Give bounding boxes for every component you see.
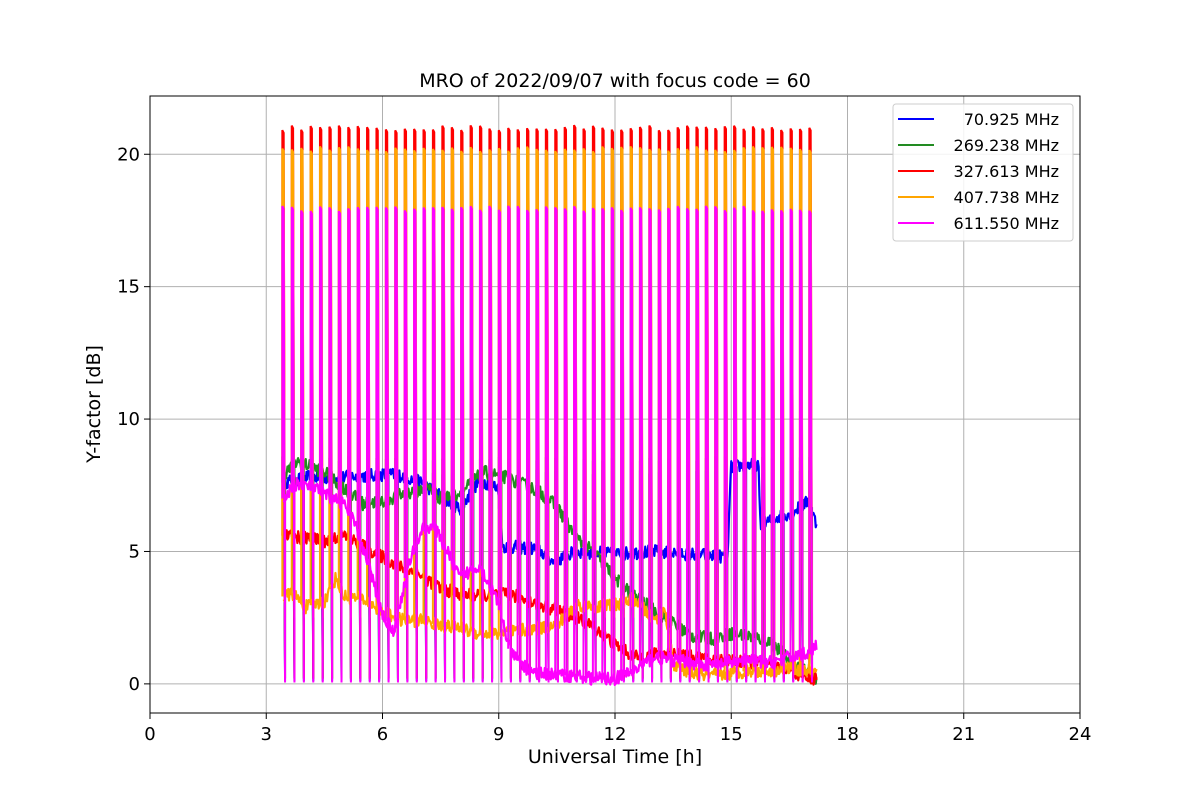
legend-label: 70.925 MHz xyxy=(964,110,1059,129)
pulse-mark xyxy=(535,208,541,683)
pulse-mark xyxy=(394,206,399,683)
pulse-mark xyxy=(413,208,418,683)
pulse-mark xyxy=(347,208,352,683)
y-tick-label: 20 xyxy=(117,144,140,165)
x-axis-ticks: 0 3 6 9 12 15 18 21 24 xyxy=(144,713,1091,745)
x-tick-label: 3 xyxy=(261,724,272,745)
pulse-mark xyxy=(798,209,804,683)
pulse-mark xyxy=(300,210,305,683)
pulse-mark xyxy=(629,207,635,683)
pulse-mark xyxy=(780,210,785,683)
chart-title: MRO of 2022/09/07 with focus code = 60 xyxy=(419,70,811,92)
pulse-mark xyxy=(723,209,729,683)
pulse-mark xyxy=(591,207,597,683)
x-tick-label: 9 xyxy=(493,724,504,745)
pulse-mark xyxy=(648,208,654,683)
pulse-mark xyxy=(620,209,625,683)
legend-label: 327.613 MHz xyxy=(954,162,1059,181)
pulse-mark xyxy=(356,206,362,683)
pulse-mark xyxy=(403,210,409,683)
pulse-mark xyxy=(610,207,616,683)
pulse-mark xyxy=(751,210,757,683)
pulse-mark xyxy=(281,205,287,683)
legend-box xyxy=(892,103,1074,242)
pulse-mark xyxy=(638,207,644,683)
pulse-mark xyxy=(582,210,588,683)
pulse-mark xyxy=(384,207,390,683)
pulse-mark xyxy=(469,205,475,683)
pulse-mark xyxy=(337,210,343,683)
pulse-mark xyxy=(563,208,569,683)
pulse-mark xyxy=(328,207,334,683)
pulse-mark xyxy=(526,209,531,683)
pulse-mark xyxy=(488,205,494,683)
y-axis-label: Y-factor [dB] xyxy=(83,345,105,464)
x-tick-label: 0 xyxy=(144,724,155,745)
x-tick-label: 12 xyxy=(604,724,627,745)
x-axis-label: Universal Time [h] xyxy=(528,746,702,768)
pulse-mark xyxy=(685,208,691,683)
legend-label: 407.738 MHz xyxy=(954,188,1059,207)
pulse-mark xyxy=(704,205,710,683)
series-layer xyxy=(281,124,818,687)
pulse-mark xyxy=(366,206,371,683)
pulse-mark xyxy=(601,208,607,683)
pulse-mark xyxy=(676,205,682,683)
pulse-mark xyxy=(441,206,447,683)
pulse-mark xyxy=(516,205,522,683)
y-tick-label: 15 xyxy=(117,277,140,298)
pulse-mark xyxy=(761,210,766,683)
y-tick-label: 5 xyxy=(129,541,140,562)
x-tick-label: 24 xyxy=(1069,724,1092,745)
pulse-mark xyxy=(309,210,315,683)
y-tick-label: 0 xyxy=(129,674,140,695)
pulse-mark xyxy=(733,207,738,683)
pulse-mark xyxy=(667,207,672,683)
y-axis-ticks: 0 5 10 15 20 xyxy=(117,144,150,695)
pulse-mark xyxy=(554,206,559,683)
pulse-mark xyxy=(742,205,748,683)
legend-item: 611.550 MHz xyxy=(898,214,1059,233)
pulse-mark xyxy=(431,207,437,683)
legend-label: 269.238 MHz xyxy=(954,136,1059,155)
pulse-mark xyxy=(497,209,503,683)
legend: 70.925 MHz 269.238 MHz 327.613 MHz 407.738 … xyxy=(892,103,1074,242)
calibration-pulses xyxy=(281,205,814,683)
pulse-mark xyxy=(770,209,776,683)
y-tick-label: 10 xyxy=(117,409,140,430)
pulse-mark xyxy=(460,206,465,683)
pulse-mark xyxy=(318,206,324,683)
pulse-mark xyxy=(695,208,701,683)
pulse-mark xyxy=(450,208,456,683)
legend-item: 327.613 MHz xyxy=(898,162,1059,181)
pulse-mark xyxy=(808,210,814,683)
x-tick-label: 21 xyxy=(952,724,975,745)
pulse-mark xyxy=(714,206,719,683)
pulse-mark xyxy=(375,206,381,683)
x-tick-label: 18 xyxy=(836,724,859,745)
pulse-mark xyxy=(422,207,428,683)
x-tick-label: 6 xyxy=(377,724,388,745)
pulse-mark xyxy=(657,209,663,683)
legend-item: 407.738 MHz xyxy=(898,188,1059,207)
pulse-mark xyxy=(478,209,484,683)
legend-item: 269.238 MHz xyxy=(898,136,1059,155)
pulse-mark xyxy=(789,208,795,683)
pulse-mark xyxy=(573,205,578,683)
pulse-mark xyxy=(544,206,550,683)
pulse-mark xyxy=(290,206,296,683)
legend-item: 70.925 MHz xyxy=(898,110,1059,129)
legend-label: 611.550 MHz xyxy=(954,214,1059,233)
series-5 xyxy=(281,205,818,687)
x-tick-label: 15 xyxy=(720,724,743,745)
pulse-mark xyxy=(507,205,512,683)
